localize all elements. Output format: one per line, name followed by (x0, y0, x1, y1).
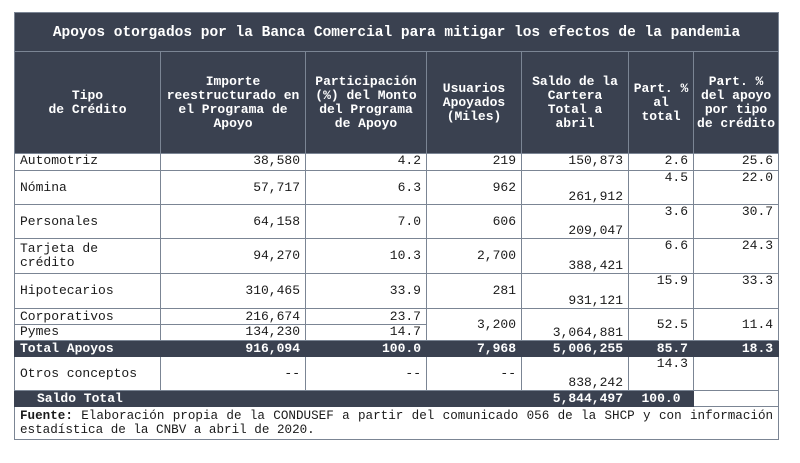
table-row: Otros conceptos -- -- -- 838,242 14.3 (14, 356, 780, 391)
cell-participacion: 7.0 (305, 204, 427, 239)
header-usuarios: Usuarios Apoyados (Miles) (426, 51, 522, 154)
cell-part-total: 4.5 (628, 170, 694, 205)
cell-participacion: 10.3 (305, 238, 427, 274)
cell-part-apoyo: 18.3 (692, 340, 780, 357)
cell-saldo: 150,873 (521, 153, 629, 171)
cell-saldo: 5,844,497 (521, 390, 629, 407)
cell-part-total: 15.9 (628, 273, 694, 309)
cell-participacion: -- (305, 356, 427, 391)
cell-importe: 216,674 (160, 308, 306, 325)
cell-importe: 134,230 (160, 324, 306, 341)
cell-participacion: 33.9 (305, 273, 427, 309)
cell-usuarios: 962 (426, 170, 522, 205)
cell-importe: 57,717 (160, 170, 306, 205)
cell-part-total: 2.6 (628, 153, 694, 171)
cell-part-total: 85.7 (628, 340, 694, 357)
cell-saldo: 388,421 (521, 238, 629, 274)
cell-importe: 38,580 (160, 153, 306, 171)
footnote-text: Elaboración propia de la CONDUSEF a part… (20, 409, 774, 437)
cell-part-apoyo: 24.3 (692, 238, 780, 274)
cell-part-apoyo: 22.0 (692, 170, 780, 205)
cell-part-apoyo: 33.3 (692, 273, 780, 309)
cell-tipo: Nómina (14, 170, 161, 205)
cell-saldo: 261,912 (521, 170, 629, 205)
cell-empty (426, 390, 522, 407)
cell-participacion: 14.7 (305, 324, 427, 341)
cell-saldo: 5,006,255 (521, 340, 629, 357)
cell-tipo: Personales (14, 204, 161, 239)
cell-usuarios: 2,700 (426, 238, 522, 274)
saldo-total-row: Saldo Total 5,844,497 100.0 (14, 390, 780, 407)
cell-usuarios: 7,968 (426, 340, 522, 357)
cell-participacion: 4.2 (305, 153, 427, 171)
header-part-total: Part. % al total (628, 51, 694, 154)
cell-importe: 64,158 (160, 204, 306, 239)
cell-saldo: 3,064,881 (521, 308, 629, 341)
cell-tipo: Otros conceptos (14, 356, 161, 391)
table-row: Hipotecarios 310,465 33.9 281 931,121 15… (14, 273, 780, 309)
header-participacion: Participación (%) del Monto del Programa… (305, 51, 427, 154)
cell-importe: 916,094 (160, 340, 306, 357)
cell-usuarios: 281 (426, 273, 522, 309)
cell-participacion: 100.0 (305, 340, 427, 357)
header-part-apoyo: Part. % del apoyo por tipo de crédito (692, 51, 780, 154)
cell-tipo: Automotriz (14, 153, 161, 171)
table-row: Automotriz 38,580 4.2 219 150,873 2.6 25… (14, 153, 780, 171)
total-row: Total Apoyos 916,094 100.0 7,968 5,006,2… (14, 340, 780, 357)
cell-tipo: Pymes (14, 324, 161, 341)
cell-importe: 94,270 (160, 238, 306, 274)
cell-part-total: 14.3 (628, 356, 694, 391)
cell-participacion: 23.7 (305, 308, 427, 325)
cell-empty (305, 390, 427, 407)
cell-tipo: Saldo Total (14, 390, 161, 407)
apoyos-table: Apoyos otorgados por la Banca Comercial … (13, 12, 780, 440)
footnote-label: Fuente: (20, 409, 73, 423)
cell-saldo: 838,242 (521, 356, 629, 391)
cell-part-total: 100.0 (628, 390, 694, 407)
cell-usuarios: 219 (426, 153, 522, 171)
cell-part-total: 6.6 (628, 238, 694, 274)
table-row: Corporativos 216,674 23.7 3,200 3,064,88… (14, 308, 780, 341)
cell-usuarios: 606 (426, 204, 522, 239)
cell-tipo: Hipotecarios (14, 273, 161, 309)
cell-tipo: Total Apoyos (14, 340, 161, 357)
cell-part-apoyo-empty (692, 356, 780, 391)
header-tipo: Tipo de Crédito (14, 51, 161, 154)
cell-saldo: 209,047 (521, 204, 629, 239)
header-saldo: Saldo de la Cartera Total a abril (521, 51, 629, 154)
cell-importe: -- (160, 356, 306, 391)
cell-part-total: 52.5 (628, 308, 694, 341)
table-row: Personales 64,158 7.0 606 209,047 3.6 30… (14, 204, 780, 239)
cell-usuarios: 3,200 (426, 308, 522, 341)
cell-part-apoyo: 30.7 (692, 204, 780, 239)
cell-empty (692, 390, 780, 407)
cell-usuarios: -- (426, 356, 522, 391)
cell-part-total: 3.6 (628, 204, 694, 239)
cell-saldo: 931,121 (521, 273, 629, 309)
table-title: Apoyos otorgados por la Banca Comercial … (13, 12, 780, 52)
cell-part-apoyo: 25.6 (692, 153, 780, 171)
cell-empty (160, 390, 306, 407)
cell-importe: 310,465 (160, 273, 306, 309)
footnote: Fuente: Elaboración propia de la CONDUSE… (13, 406, 780, 440)
cell-participacion: 6.3 (305, 170, 427, 205)
table-row: Tarjeta de crédito 94,270 10.3 2,700 388… (14, 238, 780, 274)
table-container: Apoyos otorgados por la Banca Comercial … (13, 12, 780, 440)
footnote-row: Fuente: Elaboración propia de la CONDUSE… (13, 406, 780, 440)
table-row: Nómina 57,717 6.3 962 261,912 4.5 22.0 (14, 170, 780, 205)
cell-part-apoyo: 11.4 (692, 308, 780, 341)
cell-tipo: Tarjeta de crédito (14, 238, 161, 274)
cell-tipo: Corporativos (14, 308, 161, 325)
header-importe: Importe reestructurado en el Programa de… (160, 51, 306, 154)
